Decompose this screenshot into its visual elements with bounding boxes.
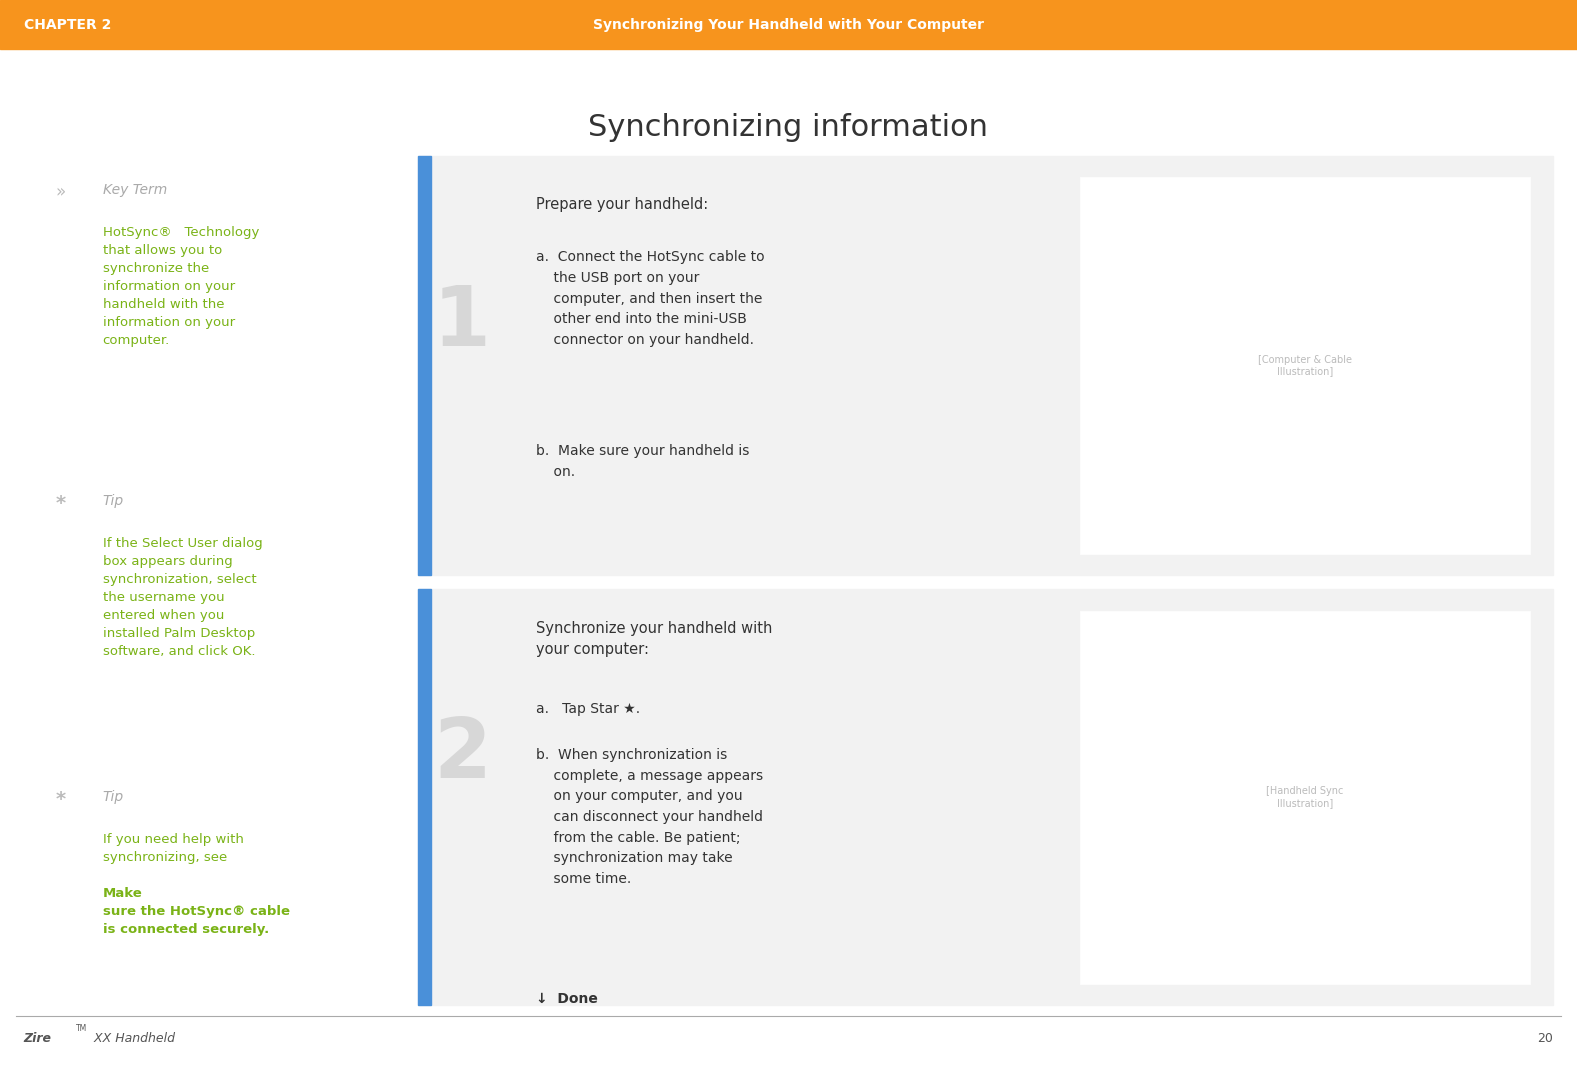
- Text: Synchronizing Your Handheld with Your Computer: Synchronizing Your Handheld with Your Co…: [593, 17, 984, 32]
- Text: 2: 2: [434, 714, 490, 794]
- Text: b.  When synchronization is
    complete, a message appears
    on your computer: b. When synchronization is complete, a m…: [536, 748, 763, 886]
- Text: *: *: [55, 494, 65, 514]
- Text: Key Term: Key Term: [103, 183, 167, 197]
- Text: 1: 1: [434, 282, 490, 363]
- Text: 20: 20: [1538, 1032, 1553, 1045]
- Bar: [1080, 177, 1530, 554]
- Text: *: *: [55, 790, 65, 809]
- Bar: [418, 589, 1553, 1005]
- Bar: [0, 0, 1577, 49]
- Text: b.  Make sure your handheld is
    on.: b. Make sure your handheld is on.: [536, 444, 749, 478]
- Text: Make
sure the HotSync® cable
is connected securely.: Make sure the HotSync® cable is connecte…: [103, 887, 290, 936]
- Text: HotSync®   Technology
that allows you to
synchronize the
information on your
han: HotSync® Technology that allows you to s…: [103, 226, 259, 347]
- Bar: [418, 589, 431, 1005]
- Bar: [418, 156, 1553, 575]
- Text: Synchronizing information: Synchronizing information: [588, 113, 989, 142]
- Text: Tip: Tip: [103, 494, 123, 508]
- Bar: [418, 156, 431, 575]
- Text: XX Handheld: XX Handheld: [90, 1032, 175, 1045]
- Text: »: »: [55, 183, 65, 201]
- Text: a.  Connect the HotSync cable to
    the USB port on your
    computer, and then: a. Connect the HotSync cable to the USB …: [536, 250, 765, 347]
- Text: If you need help with
synchronizing, see: If you need help with synchronizing, see: [103, 833, 243, 864]
- Text: a.   Tap Star ★.: a. Tap Star ★.: [536, 702, 640, 716]
- Text: ↓  Done: ↓ Done: [536, 992, 598, 1006]
- Text: [Computer & Cable
Illustration]: [Computer & Cable Illustration]: [1258, 355, 1351, 376]
- Text: TM: TM: [76, 1024, 87, 1033]
- Text: If the Select User dialog
box appears during
synchronization, select
the usernam: If the Select User dialog box appears du…: [103, 538, 262, 659]
- Text: Synchronize your handheld with
your computer:: Synchronize your handheld with your comp…: [536, 621, 773, 657]
- Text: Zire: Zire: [24, 1032, 52, 1045]
- Text: [Handheld Sync
Illustration]: [Handheld Sync Illustration]: [1266, 786, 1344, 808]
- Text: Tip: Tip: [103, 790, 123, 804]
- Text: CHAPTER 2: CHAPTER 2: [24, 17, 110, 32]
- Bar: [1080, 611, 1530, 984]
- Text: Prepare your handheld:: Prepare your handheld:: [536, 197, 708, 212]
